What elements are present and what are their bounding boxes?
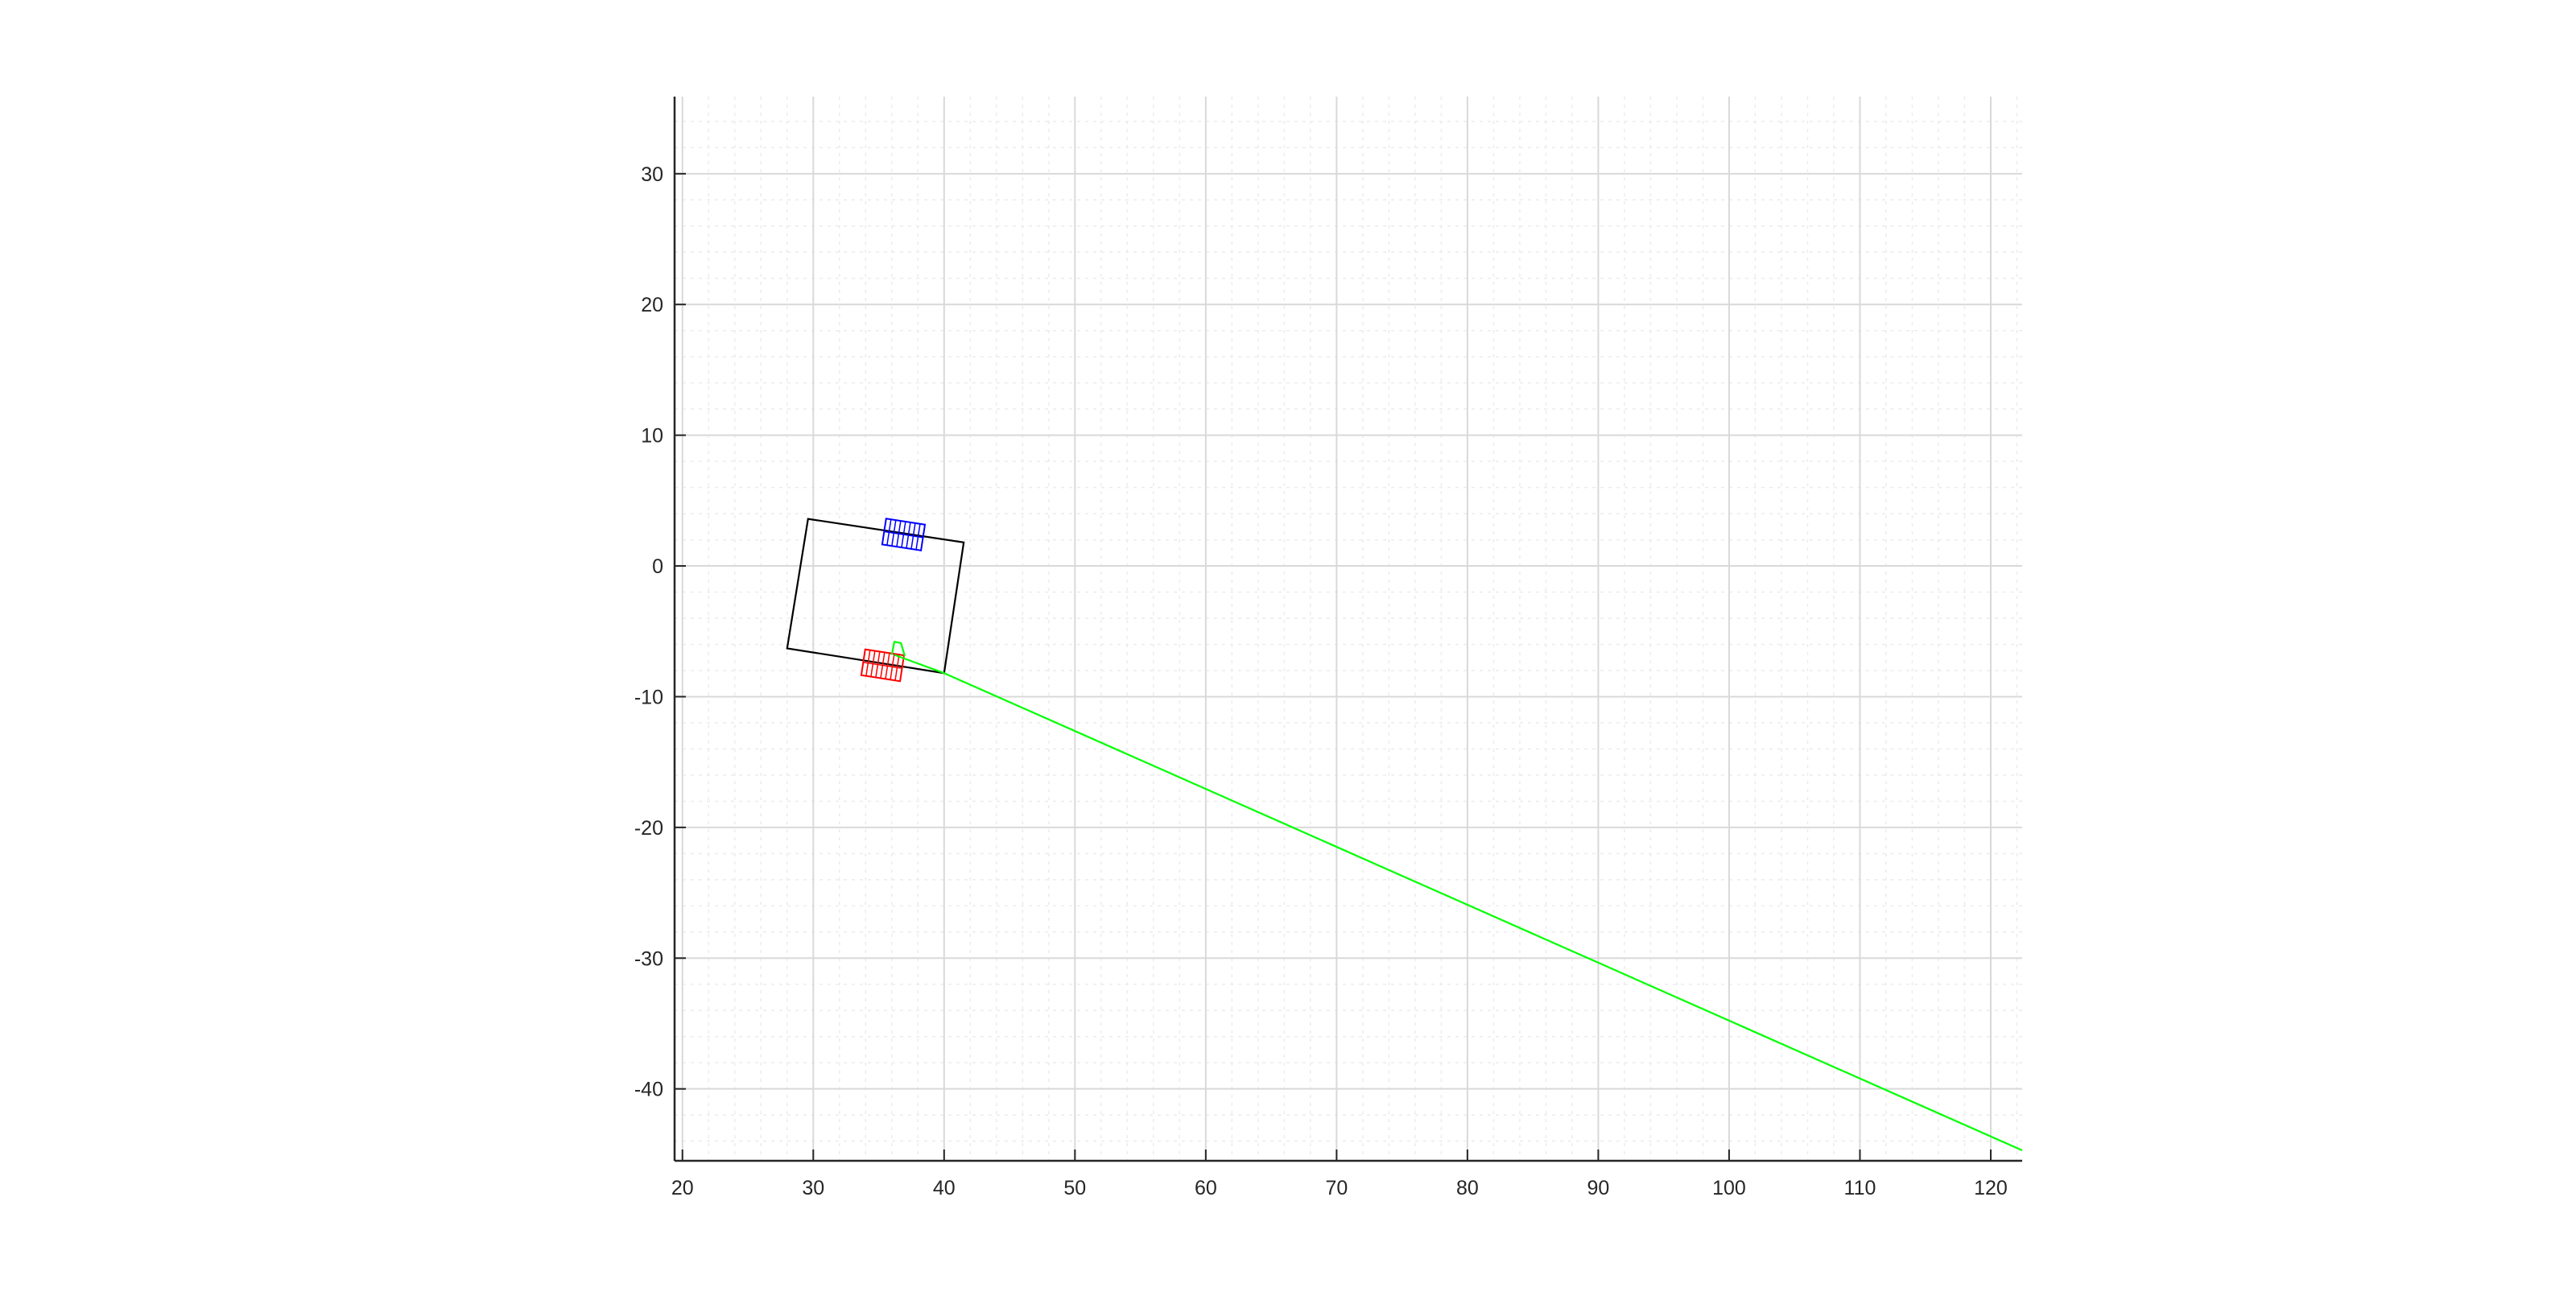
- x-tick-label: 30: [802, 1177, 824, 1199]
- y-tick-label: -20: [634, 817, 663, 840]
- grid-rect-midline: [884, 530, 923, 539]
- plot-area: [675, 97, 2023, 1161]
- x-tick-label: 60: [1195, 1177, 1217, 1199]
- y-tick-label: 0: [652, 555, 663, 578]
- x-axis-ticks: 20 30 40 50 60 70 80 90 100 110 120: [671, 1150, 2008, 1199]
- y-tick-label: 30: [641, 163, 663, 186]
- minor-grid: [675, 97, 2022, 1161]
- major-grid: [675, 97, 2022, 1161]
- x-tick-label: 120: [1974, 1177, 2008, 1199]
- axes: 20 30 40 50 60 70 80 90 100 110 120 -40 -30 -20 -10 0 1…: [634, 97, 2022, 1199]
- grid-rect-blue: [881, 518, 927, 551]
- x-tick-label: 70: [1325, 1177, 1348, 1199]
- y-tick-label: 20: [641, 294, 663, 316]
- x-tick-label: 20: [671, 1177, 694, 1199]
- x-tick-label: 90: [1587, 1177, 1610, 1199]
- grid-rect-midline: [863, 662, 902, 669]
- series-line-4: [890, 641, 906, 657]
- y-axis-ticks: -40 -30 -20 -10 0 10 20 30: [634, 163, 686, 1101]
- grid-rect-outline: [881, 518, 927, 551]
- x-tick-label: 40: [933, 1177, 956, 1199]
- x-tick-label: 80: [1456, 1177, 1479, 1199]
- x-tick-label: 100: [1712, 1177, 1746, 1199]
- x-tick-label: 50: [1063, 1177, 1086, 1199]
- grid-rect-red: [860, 648, 906, 683]
- x-tick-label: 110: [1844, 1177, 1876, 1199]
- y-tick-label: -30: [634, 947, 663, 970]
- series-layer: [786, 518, 2023, 1152]
- y-tick-label: -10: [634, 686, 663, 708]
- series-line-3: [894, 654, 2023, 1152]
- y-tick-label: -40: [634, 1079, 663, 1101]
- y-tick-label: 10: [641, 425, 663, 448]
